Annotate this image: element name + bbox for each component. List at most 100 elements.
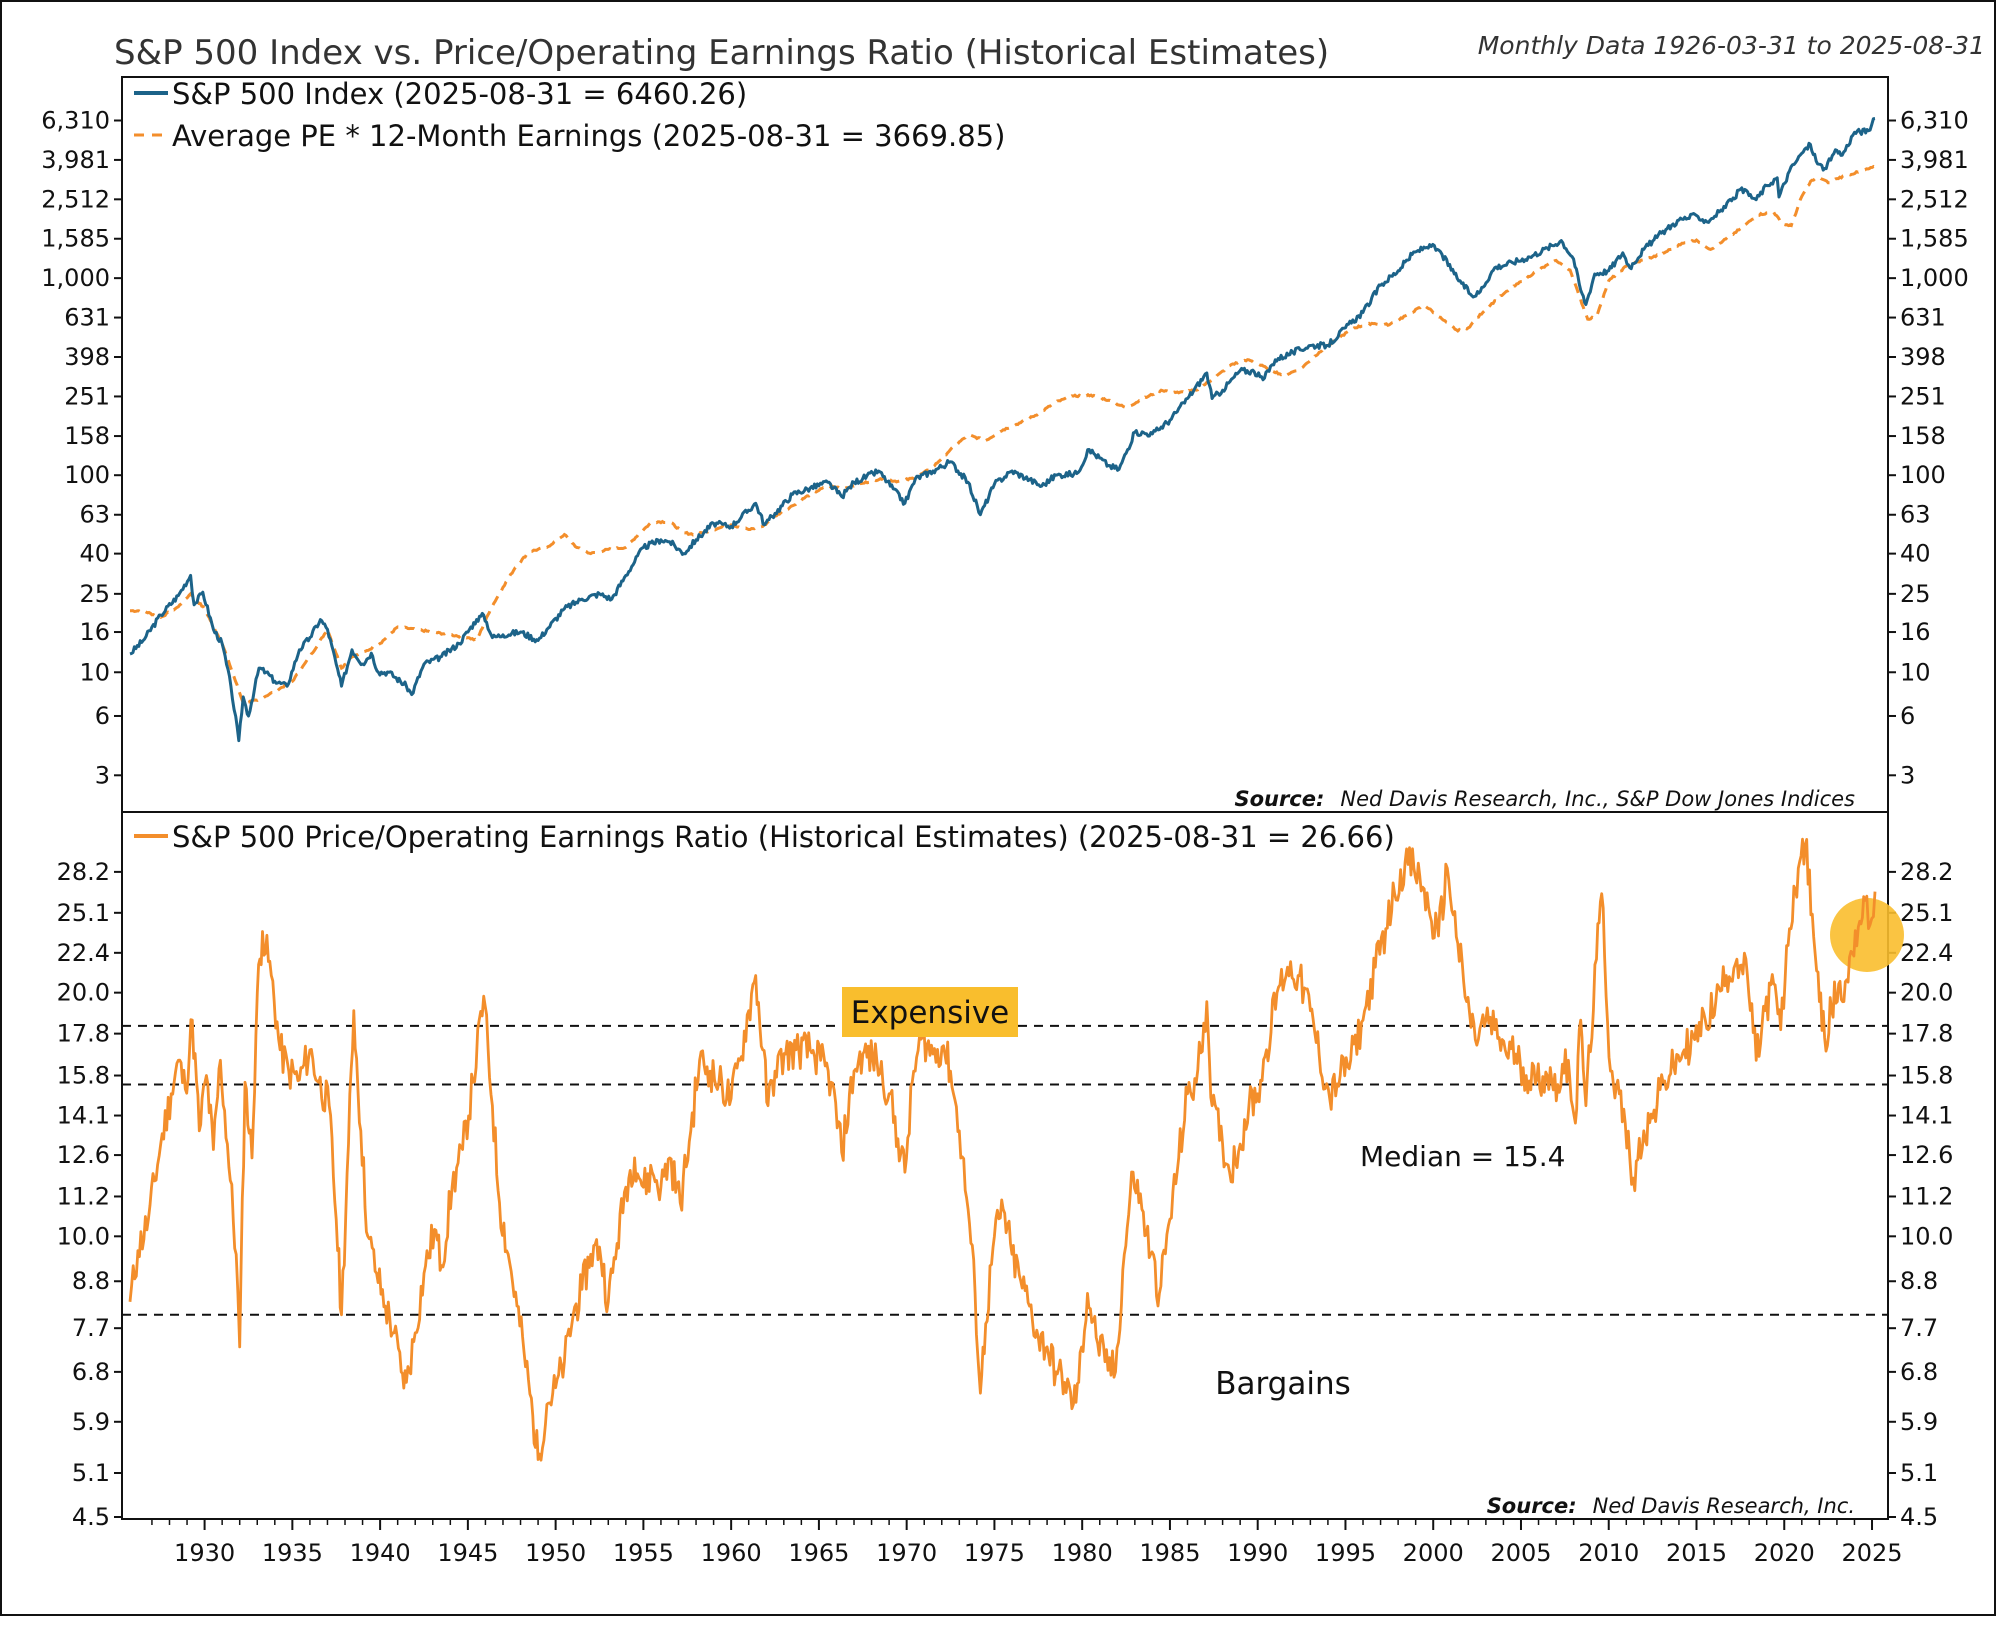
bottom-ytick-label-right: 14.1 [1900, 1102, 1953, 1130]
xtick-label: 2025 [1841, 1539, 1902, 1567]
bottom-ytick-label-right: 5.9 [1900, 1408, 1938, 1436]
bottom-ytick-label-right: 10.0 [1900, 1222, 1953, 1250]
top-ytick-label-right: 631 [1900, 304, 1946, 332]
bottom-y-axis-ticks: 28.2 28.2 25.1 25.1 22.4 22.4 20.0 20.0 17.8 17.8… [57, 858, 1954, 1531]
median-label: Median = 15.4 [1360, 1140, 1565, 1173]
top-ytick-label-left: 25 [79, 580, 110, 608]
xtick-label: 1960 [701, 1539, 762, 1567]
bottom-panel-frame [121, 811, 1889, 1520]
top-ytick-label-right: 25 [1900, 580, 1931, 608]
source-top-text: Ned Davis Research, Inc., S&P Dow Jones … [1340, 787, 1855, 811]
top-ytick-label-right: 63 [1900, 501, 1931, 529]
chart-title: S&P 500 Index vs. Price/Operating Earnin… [114, 33, 1329, 73]
bottom-ytick-label-right: 22.4 [1900, 939, 1953, 967]
series-average-pe-earnings [130, 164, 1876, 705]
xtick-label: 1955 [613, 1539, 674, 1567]
bottom-ytick-label-left: 25.1 [57, 899, 110, 927]
top-ytick-label-right: 1,585 [1900, 225, 1969, 253]
legend-bottom: S&P 500 Price/Operating Earnings Ratio (… [134, 820, 1395, 854]
top-ytick-label-left: 40 [79, 540, 110, 568]
bottom-ytick-label-right: 4.5 [1900, 1503, 1938, 1531]
top-ytick-label-right: 40 [1900, 540, 1931, 568]
expensive-label-box [842, 987, 1018, 1037]
bargains-label: Bargains [1215, 1366, 1351, 1402]
legend-top: S&P 500 Index (2025-08-31 = 6460.26) Ave… [134, 77, 1005, 153]
legend-pe-label: S&P 500 Price/Operating Earnings Ratio (… [172, 820, 1395, 854]
top-ytick-label-right: 158 [1900, 422, 1946, 450]
xtick-label: 2005 [1490, 1539, 1551, 1567]
top-ytick-label-left: 398 [64, 343, 110, 371]
bottom-ytick-label-left: 10.0 [57, 1222, 110, 1250]
top-y-axis-ticks: 6,310 6,310 3,981 3,981 2,512 2,512 1,585 1,585… [41, 106, 1968, 789]
top-ytick-label-left: 3 [95, 761, 110, 789]
source-top: Source: Ned Davis Research, Inc., S&P Dow… [1234, 787, 1855, 811]
xtick-label: 2000 [1403, 1539, 1464, 1567]
xtick-label: 1950 [525, 1539, 586, 1567]
xtick-label: 2015 [1666, 1539, 1727, 1567]
bottom-ytick-label-left: 22.4 [57, 939, 110, 967]
bottom-ytick-label-left: 20.0 [57, 979, 110, 1007]
top-ytick-label-left: 2,512 [41, 185, 110, 213]
source-bottom-text: Ned Davis Research, Inc. [1593, 1494, 1855, 1518]
xtick-label: 1990 [1227, 1539, 1288, 1567]
current-value-highlight [1830, 898, 1904, 972]
top-ytick-label-right: 398 [1900, 343, 1946, 371]
legend-index-label: S&P 500 Index (2025-08-31 = 6460.26) [172, 77, 747, 111]
top-ytick-label-left: 16 [79, 618, 110, 646]
bottom-ytick-label-right: 28.2 [1900, 858, 1953, 886]
bottom-ytick-label-right: 17.8 [1900, 1020, 1953, 1048]
source-bottom: Source: Ned Davis Research, Inc. [1487, 1494, 1855, 1518]
xtick-label: 1945 [437, 1539, 498, 1567]
top-ytick-label-left: 10 [79, 658, 110, 686]
bottom-ytick-label-right: 15.8 [1900, 1062, 1953, 1090]
top-ytick-label-left: 63 [79, 501, 110, 529]
top-ytick-label-right: 16 [1900, 618, 1931, 646]
top-ytick-label-left: 251 [64, 382, 110, 410]
top-ytick-label-right: 251 [1900, 382, 1946, 410]
xtick-label: 1970 [876, 1539, 937, 1567]
xtick-label: 2020 [1754, 1539, 1815, 1567]
top-ytick-label-right: 6,310 [1900, 106, 1969, 134]
source-top-label: Source: [1234, 787, 1324, 811]
top-ytick-label-right: 3,981 [1900, 146, 1969, 174]
series-pe-ratio [128, 837, 1877, 1462]
x-axis-ticks: 1930 1935 1940 1945 1950 1955 1960 1965 1970 1975… [151, 1519, 1903, 1567]
top-ytick-label-right: 1,000 [1900, 264, 1969, 292]
bottom-ytick-label-left: 14.1 [57, 1102, 110, 1130]
top-ytick-label-left: 3,981 [41, 146, 110, 174]
expensive-label: Expensive [851, 995, 1010, 1031]
xtick-label: 1965 [788, 1539, 849, 1567]
top-ytick-label-right: 10 [1900, 658, 1931, 686]
bottom-ytick-label-left: 11.2 [57, 1182, 110, 1210]
top-ytick-label-left: 6 [95, 702, 110, 730]
top-ytick-label-right: 6 [1900, 702, 1915, 730]
bottom-ytick-label-left: 5.9 [72, 1408, 110, 1436]
source-bottom-label: Source: [1487, 1494, 1577, 1518]
top-ytick-label-left: 1,000 [41, 264, 110, 292]
bottom-ytick-label-left: 6.8 [72, 1358, 110, 1386]
legend-earnings-label: Average PE * 12-Month Earnings (2025-08-… [172, 119, 1005, 153]
xtick-label: 1995 [1315, 1539, 1376, 1567]
xtick-label: 1985 [1139, 1539, 1200, 1567]
bottom-ytick-label-left: 12.6 [57, 1141, 110, 1169]
bottom-ytick-label-left: 8.8 [72, 1267, 110, 1295]
top-ytick-label-left: 158 [64, 422, 110, 450]
xtick-label: 1935 [262, 1539, 323, 1567]
top-ytick-label-left: 6,310 [41, 106, 110, 134]
series-sp500-index [129, 117, 1876, 743]
bottom-ytick-label-right: 25.1 [1900, 899, 1953, 927]
xtick-label: 1940 [350, 1539, 411, 1567]
bottom-ytick-label-left: 17.8 [57, 1020, 110, 1048]
bottom-ytick-label-right: 6.8 [1900, 1358, 1938, 1386]
bottom-ytick-label-right: 5.1 [1900, 1459, 1938, 1487]
bottom-ytick-label-right: 8.8 [1900, 1267, 1938, 1295]
chart-subtitle: Monthly Data 1926-03-31 to 2025-08-31 [1478, 31, 1985, 60]
top-ytick-label-left: 1,585 [41, 225, 110, 253]
top-ytick-label-left: 631 [64, 304, 110, 332]
bottom-ytick-label-left: 28.2 [57, 858, 110, 886]
bottom-ytick-label-left: 4.5 [72, 1503, 110, 1531]
top-ytick-label-right: 100 [1900, 461, 1946, 489]
xtick-label: 1975 [964, 1539, 1025, 1567]
